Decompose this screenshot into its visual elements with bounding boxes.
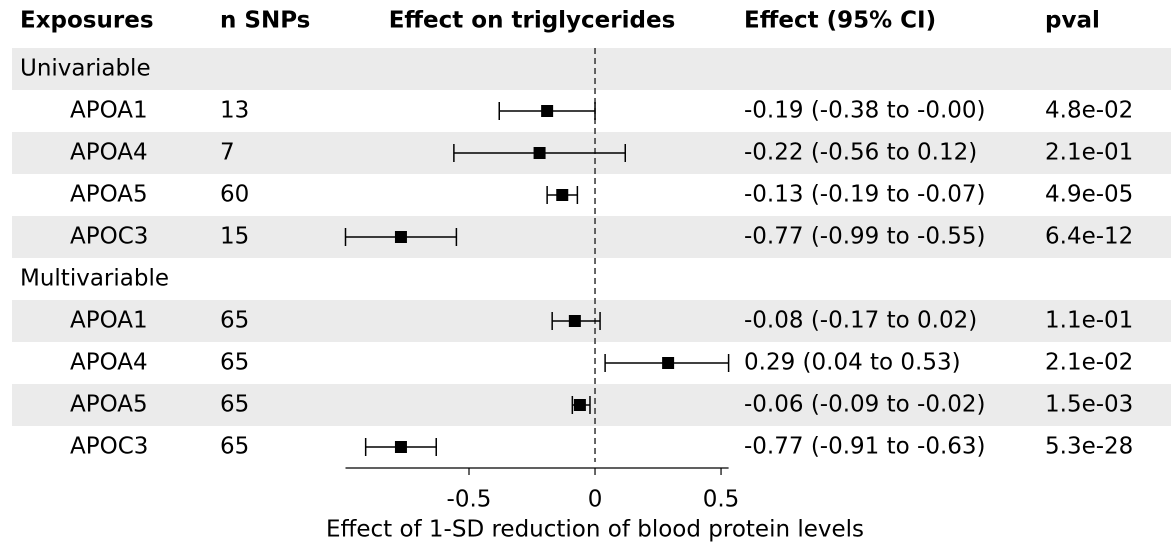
point-estimate	[394, 441, 407, 453]
point-estimate	[662, 357, 675, 369]
point-estimate	[533, 147, 546, 159]
row-stripe	[12, 216, 1171, 258]
pval: 1.1e-01	[1045, 308, 1133, 334]
n-snps: 13	[220, 98, 249, 124]
pval: 5.3e-28	[1045, 434, 1133, 460]
n-snps: 65	[220, 392, 249, 418]
x-axis-label: Effect of 1-SD reduction of blood protei…	[326, 517, 864, 543]
ci-label: -0.08 (-0.17 to 0.02)	[744, 308, 977, 334]
n-snps: 65	[220, 434, 249, 460]
pval: 2.1e-01	[1045, 140, 1133, 166]
exposure-label: APOC3	[70, 224, 148, 250]
pval: 6.4e-12	[1045, 224, 1133, 250]
n-snps: 65	[220, 308, 249, 334]
column-header: pval	[1045, 8, 1100, 34]
column-header: n SNPs	[220, 8, 310, 34]
column-header: Effect (95% CI)	[744, 8, 936, 34]
x-tick-label: -0.5	[447, 487, 492, 513]
group-label: Multivariable	[20, 266, 169, 292]
ci-label: -0.77 (-0.91 to -0.63)	[744, 434, 986, 460]
row-stripe	[12, 384, 1171, 426]
ci-label: 0.29 (0.04 to 0.53)	[744, 350, 961, 376]
point-estimate	[556, 189, 569, 201]
ci-label: -0.19 (-0.38 to -0.00)	[744, 98, 986, 124]
pval: 2.1e-02	[1045, 350, 1133, 376]
exposure-label: APOA5	[70, 182, 148, 208]
n-snps: 60	[220, 182, 249, 208]
n-snps: 7	[220, 140, 235, 166]
pval: 4.9e-05	[1045, 182, 1133, 208]
row-stripe	[12, 48, 1171, 90]
group-label: Univariable	[20, 56, 151, 82]
pval: 1.5e-03	[1045, 392, 1133, 418]
n-snps: 15	[220, 224, 249, 250]
x-tick-label: 0	[588, 487, 603, 513]
exposure-label: APOA5	[70, 392, 148, 418]
exposure-label: APOA4	[70, 350, 148, 376]
x-tick-label: 0.5	[703, 487, 740, 513]
ci-label: -0.06 (-0.09 to -0.02)	[744, 392, 986, 418]
exposure-label: APOA1	[70, 308, 148, 334]
point-estimate	[568, 315, 581, 327]
ci-label: -0.22 (-0.56 to 0.12)	[744, 140, 977, 166]
exposure-label: APOA4	[70, 140, 148, 166]
point-estimate	[394, 231, 407, 243]
point-estimate	[573, 399, 586, 411]
point-estimate	[541, 105, 554, 117]
column-header: Exposures	[20, 8, 154, 34]
ci-label: -0.13 (-0.19 to -0.07)	[744, 182, 986, 208]
ci-label: -0.77 (-0.99 to -0.55)	[744, 224, 986, 250]
exposure-label: APOA1	[70, 98, 148, 124]
pval: 4.8e-02	[1045, 98, 1133, 124]
column-header: Effect on triglycerides	[389, 8, 676, 34]
n-snps: 65	[220, 350, 249, 376]
exposure-label: APOC3	[70, 434, 148, 460]
